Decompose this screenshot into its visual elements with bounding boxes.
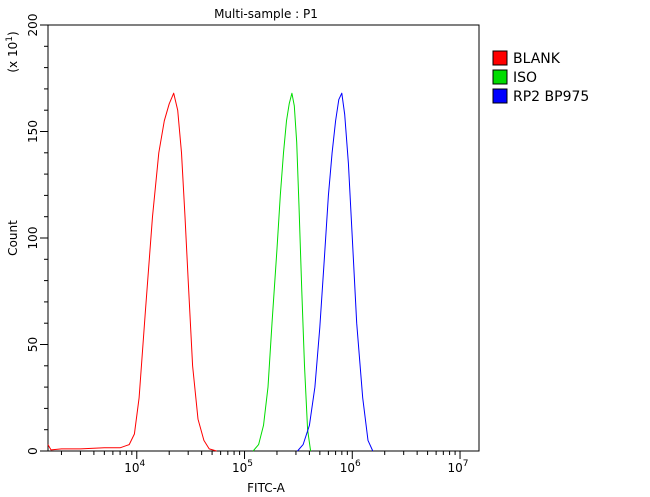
x-major-ticks	[136, 451, 461, 459]
x-tick-base: 10	[340, 461, 355, 475]
legend-label: RP2 BP975	[513, 89, 589, 105]
y-tick-label: 50	[26, 337, 40, 352]
y-tick-label: 100	[26, 227, 40, 250]
x-tick-base: 10	[124, 461, 139, 475]
x-axis-title: FITC-A	[247, 481, 286, 495]
x-tick-label: 107	[448, 459, 469, 475]
y-tick-label: 150	[26, 120, 40, 143]
x-tick-exp: 6	[355, 459, 361, 469]
x-tick-exp: 5	[247, 459, 253, 469]
x-minor-ticks	[60, 451, 456, 455]
legend-swatch	[492, 88, 508, 104]
y-minor-ticks	[44, 45, 48, 431]
y-multiplier-exp: 1	[5, 36, 15, 42]
x-tick-label: 106	[340, 459, 361, 475]
y-major-ticks	[40, 24, 48, 452]
x-tick-label: 104	[124, 459, 145, 475]
plot-frame	[47, 24, 480, 452]
legend-label: BLANK	[513, 51, 561, 67]
chart-title: Multi-sample : P1	[214, 7, 318, 21]
series-line-iso	[252, 92, 312, 452]
y-tick-labels: 0 50 100 150 200	[26, 14, 40, 455]
legend: BLANK ISO RP2 BP975	[492, 50, 589, 105]
legend-swatch	[492, 69, 508, 85]
series-line-rp2-bp975	[297, 92, 374, 452]
legend-label: ISO	[513, 70, 537, 86]
y-axis-title: Count	[6, 220, 20, 256]
x-tick-base: 10	[232, 461, 247, 475]
x-tick-exp: 7	[463, 459, 469, 469]
x-tick-exp: 4	[140, 459, 146, 469]
x-tick-base: 10	[448, 461, 463, 475]
series-group	[47, 92, 374, 452]
y-multiplier-close: )	[6, 31, 20, 36]
y-multiplier-label: (x 101)	[5, 31, 20, 72]
series-line-blank	[47, 92, 217, 452]
x-tick-label: 105	[232, 459, 253, 475]
y-tick-label: 200	[26, 14, 40, 37]
y-tick-label: 0	[26, 447, 40, 455]
y-multiplier-base: (x 10	[6, 42, 20, 73]
x-tick-labels: 104 105 106 107	[124, 459, 468, 475]
legend-swatch	[492, 50, 508, 66]
